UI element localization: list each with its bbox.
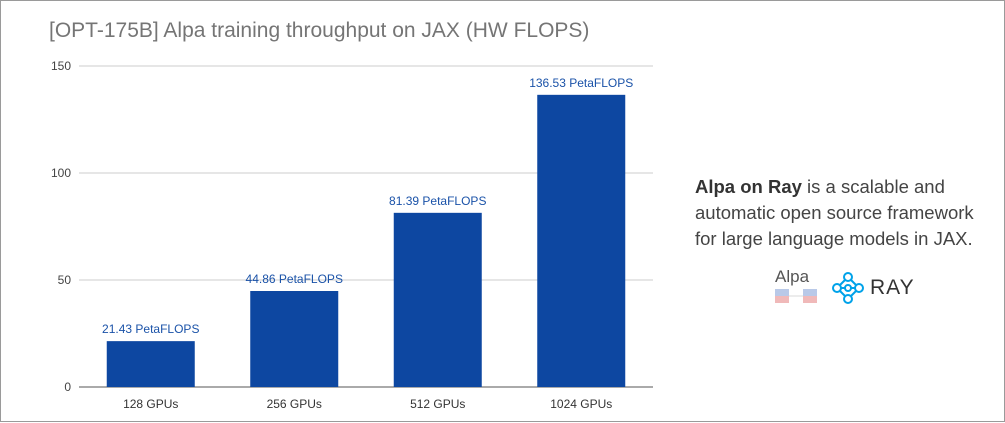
- description-highlight: Alpa on Ray: [695, 176, 802, 197]
- alpa-logo-icon: [775, 289, 817, 303]
- bar: [393, 212, 482, 387]
- alpa-logo-text: Alpa: [775, 267, 810, 286]
- chart-title: [OPT-175B] Alpa training throughput on J…: [49, 19, 590, 42]
- bar: [537, 94, 626, 387]
- bar: [250, 290, 339, 387]
- y-tick-label: 150: [51, 59, 71, 73]
- y-tick-label: 100: [51, 166, 71, 180]
- ray-logo-text: RAY: [870, 276, 915, 299]
- x-tick-label: 512 GPUs: [410, 397, 465, 411]
- x-tick-label: 128 GPUs: [123, 397, 178, 411]
- description-body: is a scalable and automatic open source …: [695, 176, 974, 249]
- description-text: Alpa on Ray is a scalable and automatic …: [695, 174, 1000, 252]
- x-tick-label: 256 GPUs: [267, 397, 322, 411]
- x-tick-label: 1024 GPUs: [550, 397, 612, 411]
- ray-logo-icon: [832, 272, 864, 304]
- y-tick-label: 50: [58, 273, 72, 287]
- alpa-logo: Alpa: [773, 267, 817, 307]
- bar: [106, 341, 195, 387]
- y-tick-label: 0: [64, 380, 71, 394]
- data-label: 81.39 PetaFLOPS: [389, 194, 486, 208]
- bar-chart: 0 50 100 150 21.43 PetaFLOPS 128 GPUs 44.86 Pe…: [51, 59, 653, 411]
- data-label: 136.53 PetaFLOPS: [529, 76, 633, 90]
- data-label: 44.86 PetaFLOPS: [246, 272, 343, 286]
- data-label: 21.43 PetaFLOPS: [102, 322, 199, 336]
